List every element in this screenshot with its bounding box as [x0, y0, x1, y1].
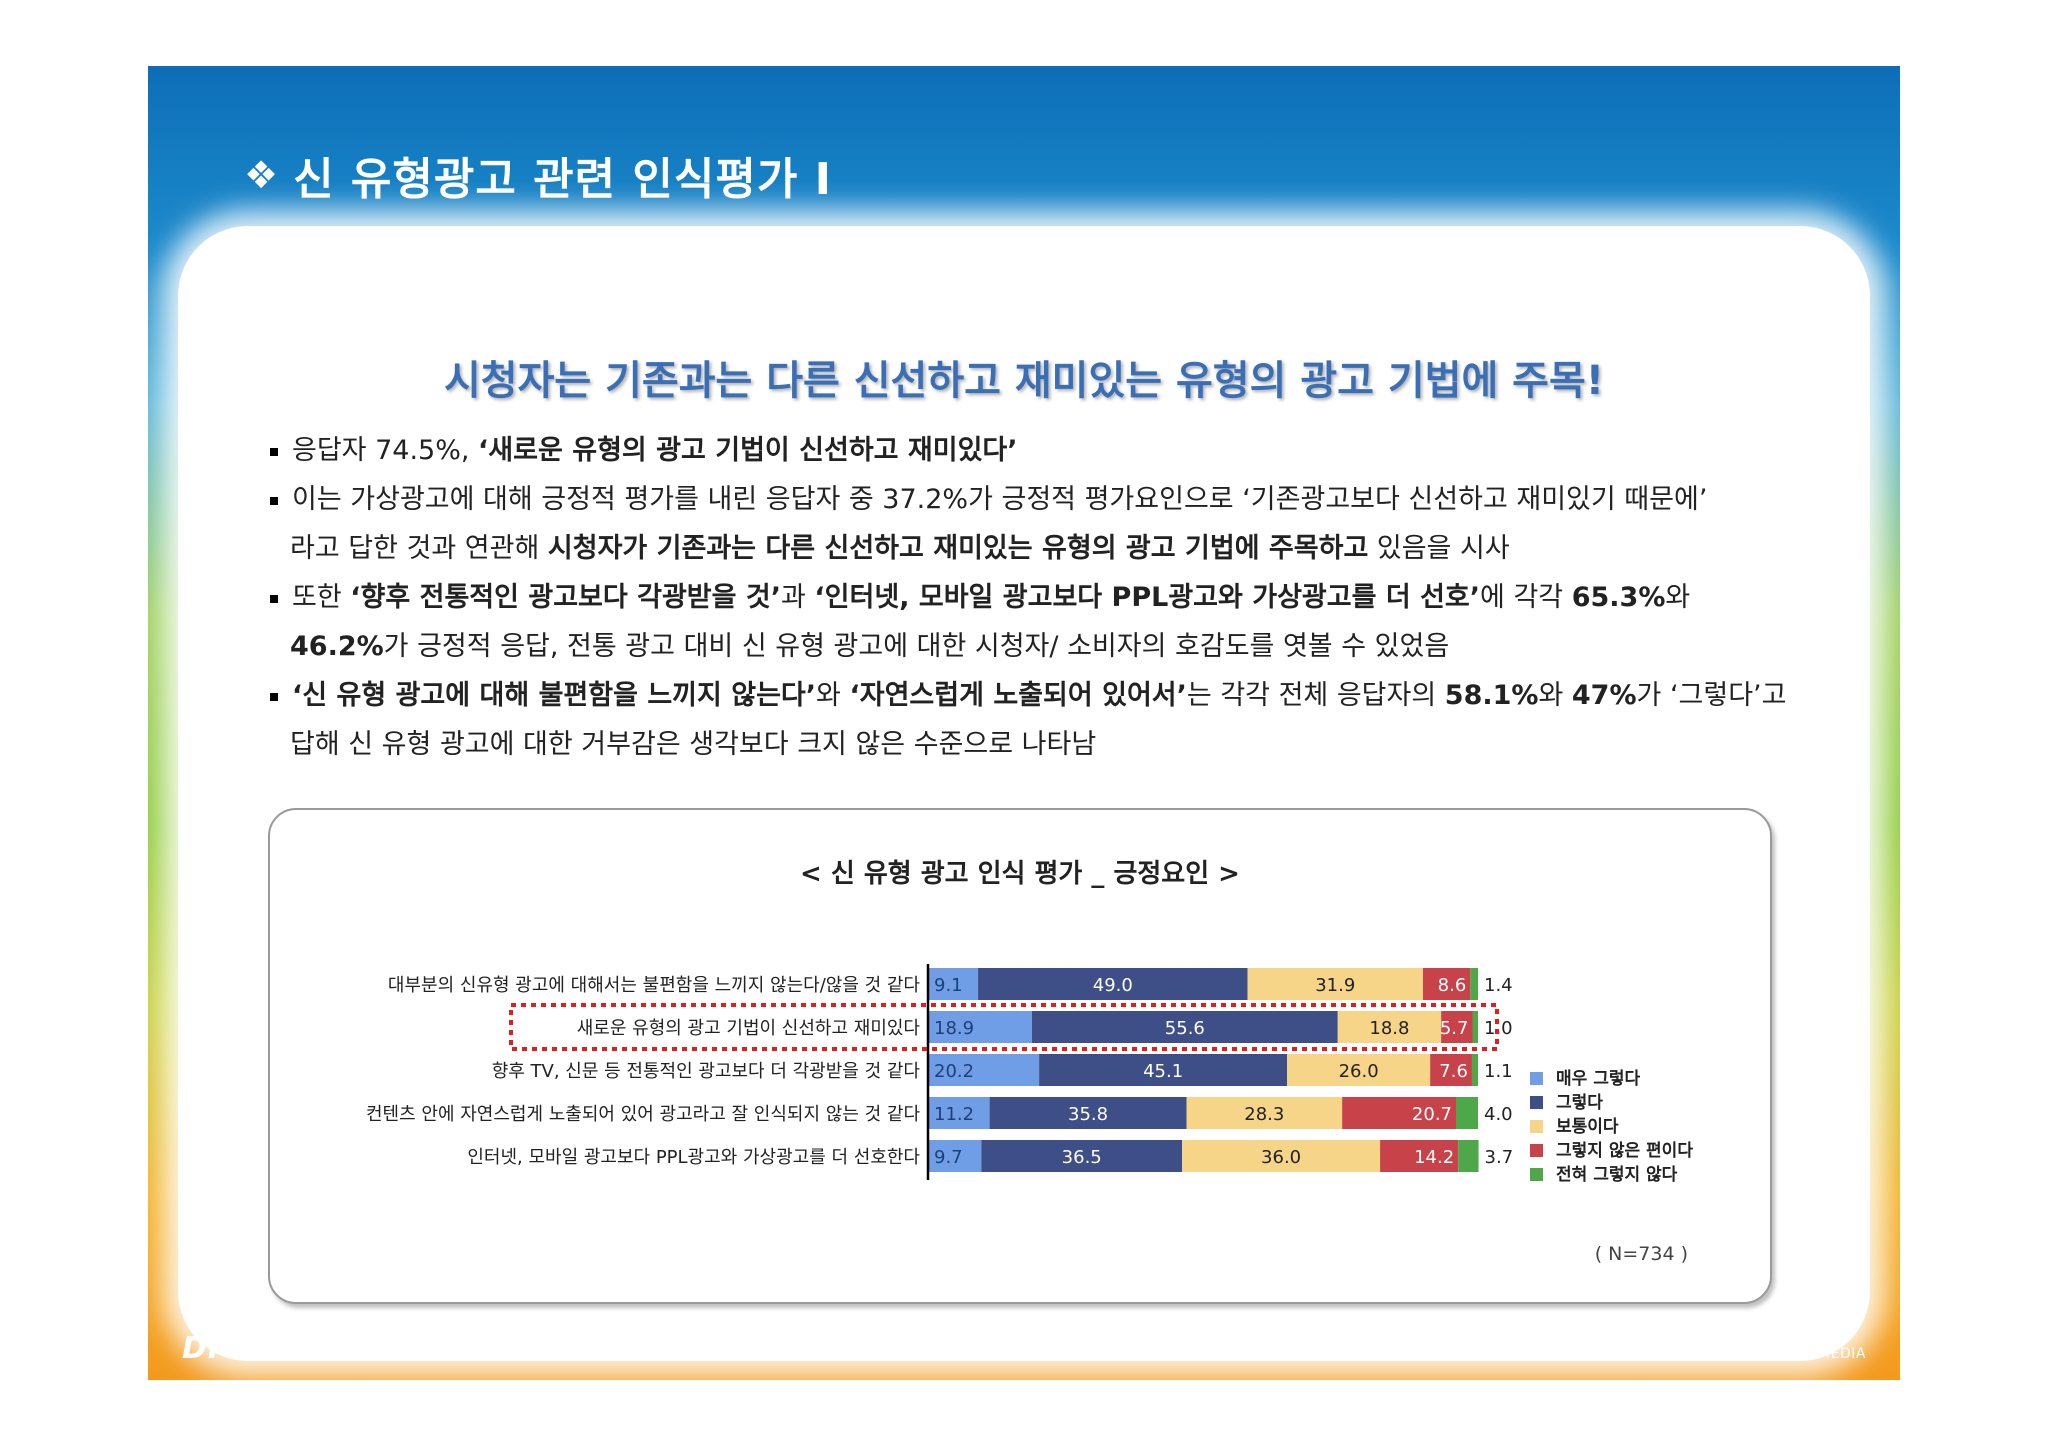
data-label: 11.2 [934, 1104, 974, 1125]
bar-segment [1186, 1097, 1343, 1129]
sample-size-note: ( N=734 ) [1595, 1243, 1688, 1265]
data-label: 35.8 [1068, 1104, 1108, 1125]
footer-tagline: DIGITAL MEDIA CONVERGENCE COMPANY [376, 1347, 663, 1362]
legend-label: 보통이다 [1556, 1117, 1619, 1137]
bar-segment [1380, 1140, 1459, 1172]
bullet-paragraph-4-cont: 답해 신 유형 광고에 대한 거부감은 생각보다 크지 않은 수준으로 나타남 [290, 729, 1097, 760]
stacked-bar-chart: < 신 유형 광고 인식 평가 _ 긍정요인 > 대부분의 신유형 광고에 대해서… [366, 859, 1693, 1265]
data-label: 3.7 [1485, 1147, 1514, 1168]
square-bullet-icon [270, 447, 278, 456]
legend-label: 그렇지 않은 편이다 [1556, 1141, 1693, 1161]
data-label: 36.5 [1062, 1147, 1102, 1168]
data-label: 18.9 [934, 1018, 974, 1039]
bar-segment [1182, 1140, 1381, 1172]
slide: ❖ 신 유형광고 관련 인식평가 I 시청자는 기존과는 다른 신선하고 재미있… [148, 66, 1900, 1380]
bar-segment [1031, 1011, 1338, 1043]
data-label: 9.1 [934, 975, 963, 996]
bullet-paragraph-2-cont: 라고 답한 것과 연관해 시청자가 기존과는 다른 신선하고 재미있는 유형의 … [290, 533, 1510, 564]
bar-segment [989, 1097, 1187, 1129]
bar-segment [1471, 1054, 1478, 1086]
bar-segment [978, 968, 1248, 1000]
legend-swatch [1530, 1144, 1543, 1157]
body-text: 응답자 74.5%, ‘새로운 유형의 광고 기법이 신선하고 재미있다’ 이는… [270, 426, 1830, 769]
data-label: 7.6 [1439, 1061, 1468, 1082]
bar-segment [1430, 1054, 1472, 1086]
bullet-paragraph-4: ‘신 유형 광고에 대해 불편함을 느끼지 않는다’와 ‘자연스럽게 노출되어 … [270, 671, 1830, 720]
bar-segment [1423, 968, 1471, 1000]
bar-segment [1458, 1140, 1479, 1172]
bar-segment [1342, 1097, 1456, 1129]
bullet-paragraph-1: 응답자 74.5%, ‘새로운 유형의 광고 기법이 신선하고 재미있다’ [270, 426, 1830, 475]
data-label: 49.0 [1093, 975, 1133, 996]
bullet-paragraph-2: 이는 가상광고에 대해 긍정적 평가를 내린 응답자 중 37.2%가 긍정적 … [270, 475, 1830, 524]
content-card: 시청자는 기존과는 다른 신선하고 재미있는 유형의 광고 기법에 주목! 응답… [178, 226, 1870, 1361]
square-bullet-icon [270, 692, 278, 701]
slide-title-text: 신 유형광고 관련 인식평가 I [293, 154, 833, 205]
square-bullet-icon [270, 594, 278, 603]
bar-segment [981, 1140, 1183, 1172]
footer-logo: DMC MEDIA DIGITAL MEDIA CONVERGENCE COMP… [182, 1331, 663, 1366]
legend-label: 그렇다 [1556, 1093, 1603, 1113]
legend-label: 전혀 그렇지 않다 [1556, 1165, 1678, 1185]
footer-copyright: COPYRIGHTS © 2002-2010. ALL RIGHTS RESER… [1369, 1346, 1866, 1362]
data-label: 8.6 [1438, 975, 1467, 996]
bar-segment [928, 1054, 1040, 1086]
data-label: 20.7 [1412, 1104, 1452, 1125]
headline: 시청자는 기존과는 다른 신선하고 재미있는 유형의 광고 기법에 주목! [443, 358, 1605, 404]
data-label: 4.0 [1484, 1104, 1513, 1125]
data-label: 14.2 [1414, 1147, 1454, 1168]
bar-segment [1456, 1097, 1478, 1129]
dmc-logo-text: DMC [182, 1331, 262, 1366]
chart-title: < 신 유형 광고 인식 평가 _ 긍정요인 > [800, 859, 1240, 889]
category-label: 대부분의 신유형 광고에 대해서는 불편함을 느끼지 않는다/않을 것 같다 [388, 975, 921, 996]
bar-segment [1470, 968, 1478, 1000]
legend-label: 매우 그렇다 [1556, 1069, 1640, 1089]
media-logo-text: MEDIA [271, 1339, 363, 1364]
square-bullet-icon [270, 496, 278, 505]
chart-panel: < 신 유형 광고 인식 평가 _ 긍정요인 > 대부분의 신유형 광고에 대해서… [268, 808, 1772, 1304]
bullet-paragraph-3-cont: 46.2%가 긍정적 응답, 전통 광고 대비 신 유형 광고에 대한 시청자/… [290, 631, 1450, 662]
data-label: 55.6 [1165, 1018, 1205, 1039]
legend-swatch [1530, 1096, 1543, 1109]
category-label: 인터넷, 모바일 광고보다 PPL광고와 가상광고를 더 선호한다 [467, 1147, 920, 1168]
bar-segment [1039, 1054, 1288, 1086]
highlight-box [509, 1003, 1499, 1051]
bar-segment [1472, 1011, 1478, 1043]
data-label: 26.0 [1339, 1061, 1379, 1082]
data-label: 9.7 [934, 1147, 963, 1168]
data-label: 45.1 [1143, 1061, 1183, 1082]
diamond-bullet-icon: ❖ [244, 153, 280, 197]
bar-segment [928, 1140, 982, 1172]
data-label: 1.1 [1484, 1061, 1513, 1082]
data-label: 5.7 [1440, 1018, 1469, 1039]
data-label: 20.2 [934, 1061, 974, 1082]
legend-swatch [1530, 1168, 1543, 1181]
data-label: 1.4 [1484, 975, 1513, 996]
bar-segment [1441, 1011, 1473, 1043]
bar-segment [1337, 1011, 1442, 1043]
slide-title: ❖ 신 유형광고 관련 인식평가 I [244, 140, 832, 210]
bar-segment [928, 968, 979, 1000]
category-label: 컨텐츠 안에 자연스럽게 노출되어 있어 광고라고 잘 인식되지 않는 것 같다 [366, 1104, 920, 1125]
data-label: 28.3 [1244, 1104, 1284, 1125]
legend-swatch [1530, 1072, 1543, 1085]
legend-swatch [1530, 1120, 1543, 1133]
data-label: 36.0 [1261, 1147, 1301, 1168]
category-label: 새로운 유형의 광고 기법이 신선하고 재미있다 [577, 1018, 921, 1039]
data-label: 31.9 [1315, 975, 1355, 996]
category-label: 향후 TV, 신문 등 전통적인 광고보다 더 각광받을 것 같다 [492, 1061, 921, 1082]
data-label: 18.8 [1369, 1018, 1409, 1039]
data-label: 1.0 [1484, 1018, 1513, 1039]
bullet-paragraph-3: 또한 ‘향후 전통적인 광고보다 각광받을 것’과 ‘인터넷, 모바일 광고보다… [270, 573, 1830, 622]
bar-segment [928, 1011, 1032, 1043]
bar-segment [928, 1097, 990, 1129]
bar-segment [1247, 968, 1423, 1000]
bar-segment [1287, 1054, 1431, 1086]
